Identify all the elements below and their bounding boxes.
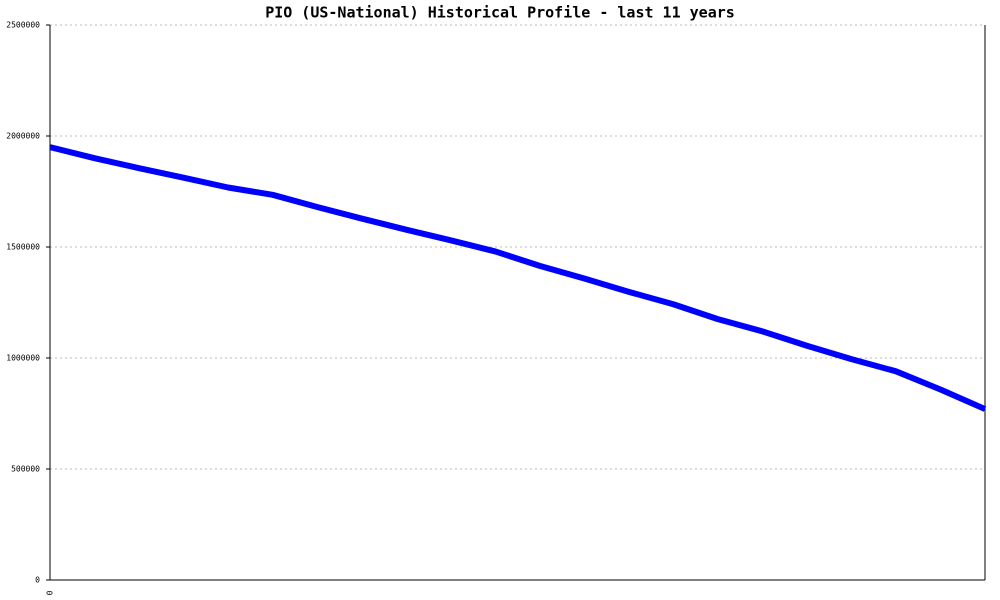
chart-title: PIO (US-National) Historical Profile - l… <box>265 4 735 22</box>
x-tick-label: 0 <box>46 590 55 595</box>
y-tick-label: 1500000 <box>6 243 40 252</box>
y-tick-label: 500000 <box>11 465 40 474</box>
line <box>49 144 987 412</box>
y-tick-label: 1000000 <box>6 354 40 363</box>
y-tick-label: 0 <box>35 576 40 585</box>
y-tick-label: 2000000 <box>6 132 40 141</box>
y-tick-label: 2500000 <box>6 21 40 30</box>
